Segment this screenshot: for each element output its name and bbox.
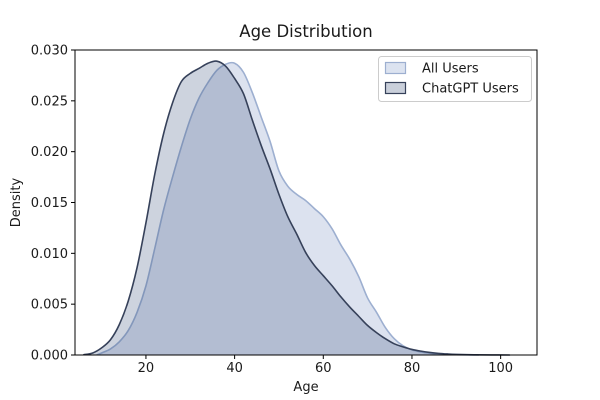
chart-title: Age Distribution — [239, 22, 372, 41]
legend-swatch-all-users — [384, 61, 407, 75]
ticks-layer: 20 40 60 80 100 0.000 0.005 0.010 0.015 0.020 0.02… — [31, 44, 513, 377]
x-tick-label: 40 — [226, 361, 243, 376]
legend-box — [378, 56, 532, 102]
x-tick-label: 100 — [488, 361, 513, 376]
kde-fill-1 — [83, 61, 510, 355]
curves-layer — [83, 60, 511, 356]
y-tick-label: 0.015 — [31, 196, 68, 211]
legend-label-chatgpt-users: ChatGPT Users — [422, 82, 519, 97]
y-tick-label: 0.010 — [31, 247, 68, 262]
kde-line-1 — [83, 60, 511, 356]
x-tick-label: 80 — [404, 361, 421, 376]
x-tick-label: 60 — [315, 361, 332, 376]
legend: All Users ChatGPT Users — [378, 56, 532, 102]
y-axis-label: Density — [9, 177, 24, 227]
x-tick-label: 20 — [138, 361, 155, 376]
y-tick-label: 0.005 — [31, 298, 68, 313]
kde-fill-0 — [97, 62, 479, 355]
x-axis-label: Age — [293, 380, 318, 395]
y-tick-label: 0.000 — [31, 349, 68, 364]
legend-swatch-chatgpt-users — [384, 81, 407, 95]
y-tick-label: 0.030 — [31, 44, 68, 59]
y-tick-label: 0.025 — [31, 94, 68, 109]
y-tick-label: 0.020 — [31, 145, 68, 160]
axes-spine-box — [74, 49, 538, 356]
legend-label-all-users: All Users — [422, 62, 479, 77]
